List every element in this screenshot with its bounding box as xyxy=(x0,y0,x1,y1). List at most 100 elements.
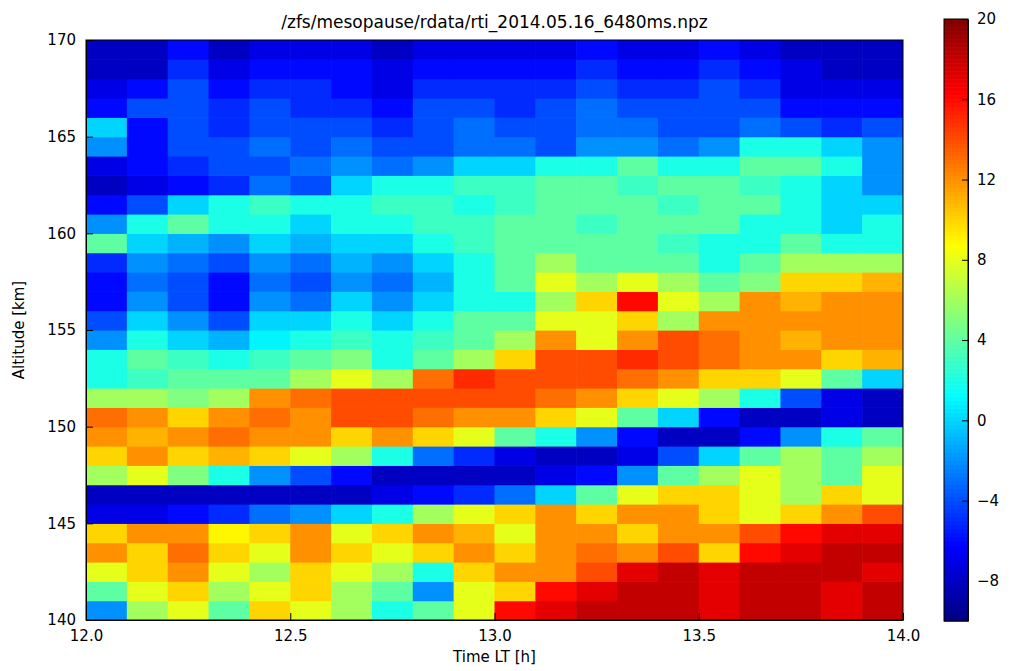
heatmap-cell xyxy=(372,175,413,195)
heatmap-cell xyxy=(127,601,168,620)
heatmap-cell xyxy=(617,156,658,176)
tick: 165 xyxy=(47,128,93,146)
chart-svg: 12.012.513.013.514.014014515015516016517… xyxy=(0,0,1019,671)
heatmap-cell xyxy=(127,446,168,466)
heatmap-cell xyxy=(372,523,413,543)
heatmap-cell xyxy=(821,156,862,176)
colorbar-swatch xyxy=(944,348,968,353)
heatmap-cell xyxy=(454,427,495,447)
heatmap-cell xyxy=(576,137,617,157)
heatmap-cell xyxy=(576,601,617,620)
heatmap-cell xyxy=(86,330,127,350)
heatmap-cell xyxy=(576,195,617,215)
heatmap-cell xyxy=(740,465,781,485)
colorbar-swatch xyxy=(944,147,968,152)
heatmap-cell xyxy=(249,117,290,137)
colorbar-swatch xyxy=(944,220,968,225)
heatmap-cell xyxy=(495,349,536,369)
heatmap-cell xyxy=(780,427,821,447)
colorbar-swatch xyxy=(944,172,968,177)
heatmap-cell xyxy=(331,330,372,350)
heatmap-cell xyxy=(617,407,658,427)
heatmap-cell xyxy=(331,291,372,311)
tick-label: 20 xyxy=(977,10,996,28)
heatmap-cell xyxy=(740,156,781,176)
heatmap-cell xyxy=(249,446,290,466)
heatmap-cell xyxy=(535,272,576,292)
colorbar-swatch xyxy=(944,188,968,193)
heatmap-cell xyxy=(249,253,290,273)
colorbar-swatch xyxy=(944,412,968,417)
colorbar-swatch xyxy=(944,27,968,32)
colorbar-swatch xyxy=(944,87,968,92)
heatmap-cell xyxy=(617,98,658,118)
heatmap-cell xyxy=(658,581,699,601)
heatmap-cell xyxy=(413,311,454,331)
colorbar-swatch xyxy=(944,336,968,341)
heatmap-cell xyxy=(740,504,781,524)
colorbar-swatch xyxy=(944,460,968,465)
heatmap-cell xyxy=(658,59,699,79)
heatmap-cell xyxy=(780,330,821,350)
heatmap-cell xyxy=(127,504,168,524)
heatmap-cell xyxy=(740,562,781,582)
colorbar-swatch xyxy=(944,131,968,136)
heatmap-cell xyxy=(413,369,454,389)
heatmap-cell xyxy=(658,137,699,157)
heatmap-cell xyxy=(495,407,536,427)
heatmap-cell xyxy=(862,117,903,137)
heatmap-cell xyxy=(127,253,168,273)
tick-mark xyxy=(903,613,904,620)
heatmap-cell xyxy=(331,117,372,137)
tick-mark xyxy=(962,420,968,421)
heatmap-cell xyxy=(862,349,903,369)
heatmap-cell xyxy=(290,272,331,292)
colorbar-swatch xyxy=(944,111,968,116)
colorbar-swatch xyxy=(944,127,968,132)
heatmap-cell xyxy=(535,388,576,408)
heatmap-cell xyxy=(168,504,209,524)
heatmap-cell xyxy=(495,79,536,99)
heatmap-cell xyxy=(576,98,617,118)
heatmap-cell xyxy=(862,543,903,563)
heatmap-cell xyxy=(168,330,209,350)
tick-label: 165 xyxy=(47,128,76,146)
heatmap-cell xyxy=(249,581,290,601)
heatmap-cell xyxy=(290,137,331,157)
heatmap-cell xyxy=(413,388,454,408)
colorbar-swatch xyxy=(944,493,968,498)
heatmap-cell xyxy=(617,465,658,485)
heatmap-cell xyxy=(209,272,250,292)
tick: −8 xyxy=(962,572,999,590)
heatmap-cell xyxy=(209,40,250,60)
colorbar-swatch xyxy=(944,300,968,305)
heatmap-cell xyxy=(780,369,821,389)
heatmap-cell xyxy=(699,117,740,137)
colorbar-swatch xyxy=(944,280,968,285)
colorbar-swatch xyxy=(944,292,968,297)
heatmap-cell xyxy=(617,59,658,79)
heatmap-cell xyxy=(372,446,413,466)
tick-mark xyxy=(962,581,968,582)
heatmap-cell xyxy=(658,388,699,408)
heatmap-cell xyxy=(862,407,903,427)
tick: 155 xyxy=(47,321,93,339)
heatmap-cell xyxy=(617,504,658,524)
heatmap-cell xyxy=(821,175,862,195)
heatmap-cell xyxy=(535,369,576,389)
heatmap-cell xyxy=(780,156,821,176)
heatmap-cell xyxy=(740,407,781,427)
heatmap-cell xyxy=(780,446,821,466)
heatmap-cell xyxy=(780,175,821,195)
heatmap-cell xyxy=(413,195,454,215)
heatmap-cell xyxy=(576,465,617,485)
heatmap-cell xyxy=(290,59,331,79)
heatmap-cell xyxy=(576,562,617,582)
colorbar-swatch xyxy=(944,39,968,44)
heatmap-cell xyxy=(127,79,168,99)
heatmap-cell xyxy=(495,523,536,543)
heatmap-cell xyxy=(331,543,372,563)
heatmap-cell xyxy=(454,388,495,408)
heatmap-cell xyxy=(658,330,699,350)
heatmap-cell xyxy=(168,523,209,543)
